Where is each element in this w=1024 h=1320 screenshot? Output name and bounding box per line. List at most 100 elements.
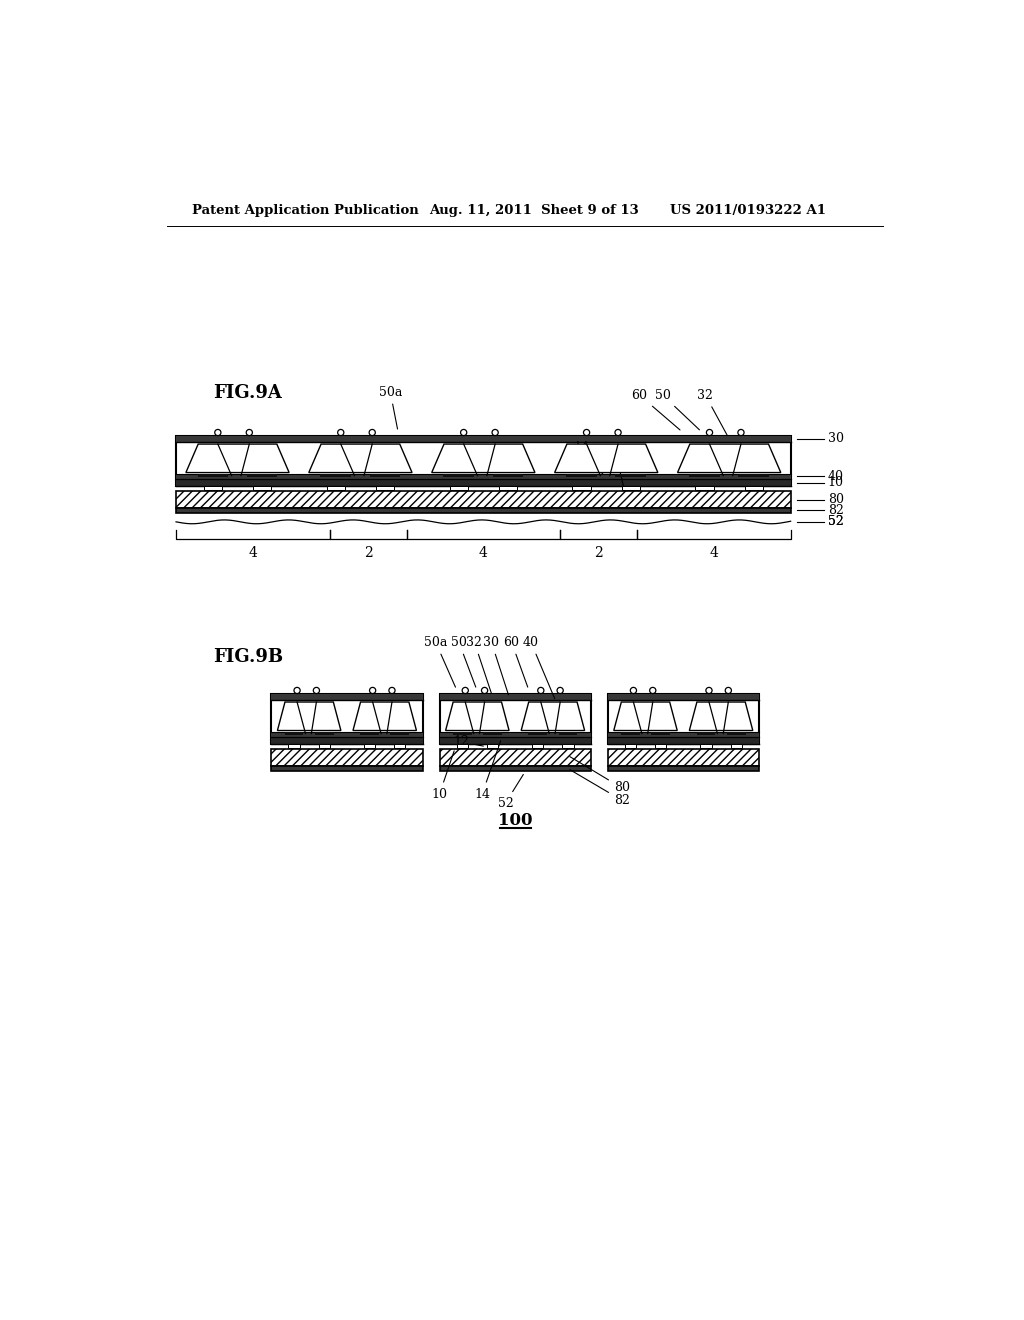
Bar bbox=[271, 733, 423, 737]
Text: 32: 32 bbox=[467, 636, 492, 693]
Bar bbox=[532, 744, 544, 748]
Text: 82: 82 bbox=[827, 504, 844, 517]
Circle shape bbox=[294, 688, 300, 693]
Polygon shape bbox=[613, 702, 677, 730]
Bar bbox=[457, 744, 468, 748]
Text: 2: 2 bbox=[364, 546, 373, 561]
Text: FIG.9A: FIG.9A bbox=[213, 384, 283, 403]
Polygon shape bbox=[555, 444, 657, 473]
Circle shape bbox=[461, 429, 467, 436]
Polygon shape bbox=[278, 702, 341, 730]
Circle shape bbox=[584, 429, 590, 436]
Text: 60: 60 bbox=[504, 636, 527, 688]
Bar bbox=[528, 733, 547, 735]
Text: 82: 82 bbox=[569, 770, 630, 807]
Bar bbox=[176, 436, 791, 442]
Bar bbox=[607, 766, 759, 771]
Bar bbox=[271, 693, 423, 700]
Polygon shape bbox=[678, 444, 780, 473]
Circle shape bbox=[215, 429, 221, 436]
Text: 4: 4 bbox=[479, 546, 487, 561]
Circle shape bbox=[538, 688, 544, 693]
Bar bbox=[738, 474, 769, 478]
Polygon shape bbox=[186, 444, 289, 473]
Bar bbox=[607, 693, 759, 700]
Bar bbox=[453, 733, 472, 735]
Bar bbox=[253, 486, 271, 490]
Bar bbox=[439, 733, 591, 737]
Bar bbox=[730, 744, 741, 748]
Bar bbox=[321, 474, 351, 478]
Bar bbox=[744, 486, 763, 490]
Bar bbox=[607, 748, 759, 766]
Bar bbox=[443, 474, 474, 478]
Bar bbox=[176, 436, 791, 487]
Bar bbox=[615, 474, 646, 478]
Bar bbox=[622, 486, 640, 490]
Bar bbox=[271, 766, 423, 771]
Bar bbox=[176, 491, 791, 508]
Bar bbox=[327, 486, 345, 490]
Bar bbox=[625, 744, 636, 748]
Bar bbox=[439, 737, 591, 744]
Bar bbox=[204, 486, 222, 490]
Circle shape bbox=[557, 688, 563, 693]
Bar bbox=[607, 693, 759, 744]
Bar bbox=[700, 744, 712, 748]
Text: 40: 40 bbox=[523, 636, 555, 698]
Bar bbox=[198, 474, 228, 478]
Text: US 2011/0193222 A1: US 2011/0193222 A1 bbox=[671, 205, 826, 218]
Text: Aug. 11, 2011  Sheet 9 of 13: Aug. 11, 2011 Sheet 9 of 13 bbox=[429, 205, 638, 218]
Polygon shape bbox=[353, 702, 417, 730]
Circle shape bbox=[462, 688, 468, 693]
Bar bbox=[483, 733, 502, 735]
Circle shape bbox=[493, 429, 499, 436]
Bar bbox=[727, 733, 745, 735]
Bar bbox=[439, 693, 591, 700]
Bar bbox=[655, 744, 667, 748]
Bar bbox=[176, 479, 791, 487]
Bar bbox=[499, 486, 517, 490]
Circle shape bbox=[481, 688, 487, 693]
Text: 30: 30 bbox=[483, 636, 509, 694]
Circle shape bbox=[706, 688, 712, 693]
Bar bbox=[285, 733, 303, 735]
Circle shape bbox=[369, 429, 376, 436]
Bar bbox=[572, 486, 591, 490]
Bar bbox=[247, 474, 278, 478]
Text: 4: 4 bbox=[249, 546, 257, 561]
Bar bbox=[364, 744, 375, 748]
Bar bbox=[566, 474, 597, 478]
Text: 14: 14 bbox=[474, 741, 501, 800]
Circle shape bbox=[707, 429, 713, 436]
Bar bbox=[689, 474, 720, 478]
Bar bbox=[271, 748, 423, 766]
Circle shape bbox=[631, 688, 637, 693]
Circle shape bbox=[615, 429, 622, 436]
Bar bbox=[486, 744, 498, 748]
Text: 50: 50 bbox=[654, 388, 699, 430]
Text: 2: 2 bbox=[594, 546, 603, 561]
Text: 12: 12 bbox=[454, 735, 483, 748]
Circle shape bbox=[246, 429, 252, 436]
Bar bbox=[376, 486, 394, 490]
Text: 14: 14 bbox=[573, 441, 603, 474]
Bar bbox=[607, 737, 759, 744]
Bar bbox=[314, 733, 334, 735]
Polygon shape bbox=[432, 444, 535, 473]
Bar bbox=[695, 486, 714, 490]
Bar bbox=[651, 733, 670, 735]
Text: 52: 52 bbox=[827, 515, 844, 528]
Circle shape bbox=[725, 688, 731, 693]
Circle shape bbox=[338, 429, 344, 436]
Circle shape bbox=[389, 688, 395, 693]
Bar bbox=[439, 766, 591, 771]
Text: 52: 52 bbox=[827, 515, 844, 528]
Text: FIG.9B: FIG.9B bbox=[213, 648, 284, 667]
Bar bbox=[360, 733, 379, 735]
Text: 32: 32 bbox=[697, 388, 727, 436]
Bar bbox=[271, 737, 423, 744]
Bar bbox=[439, 748, 591, 766]
Polygon shape bbox=[445, 702, 509, 730]
Text: 10: 10 bbox=[827, 477, 844, 490]
